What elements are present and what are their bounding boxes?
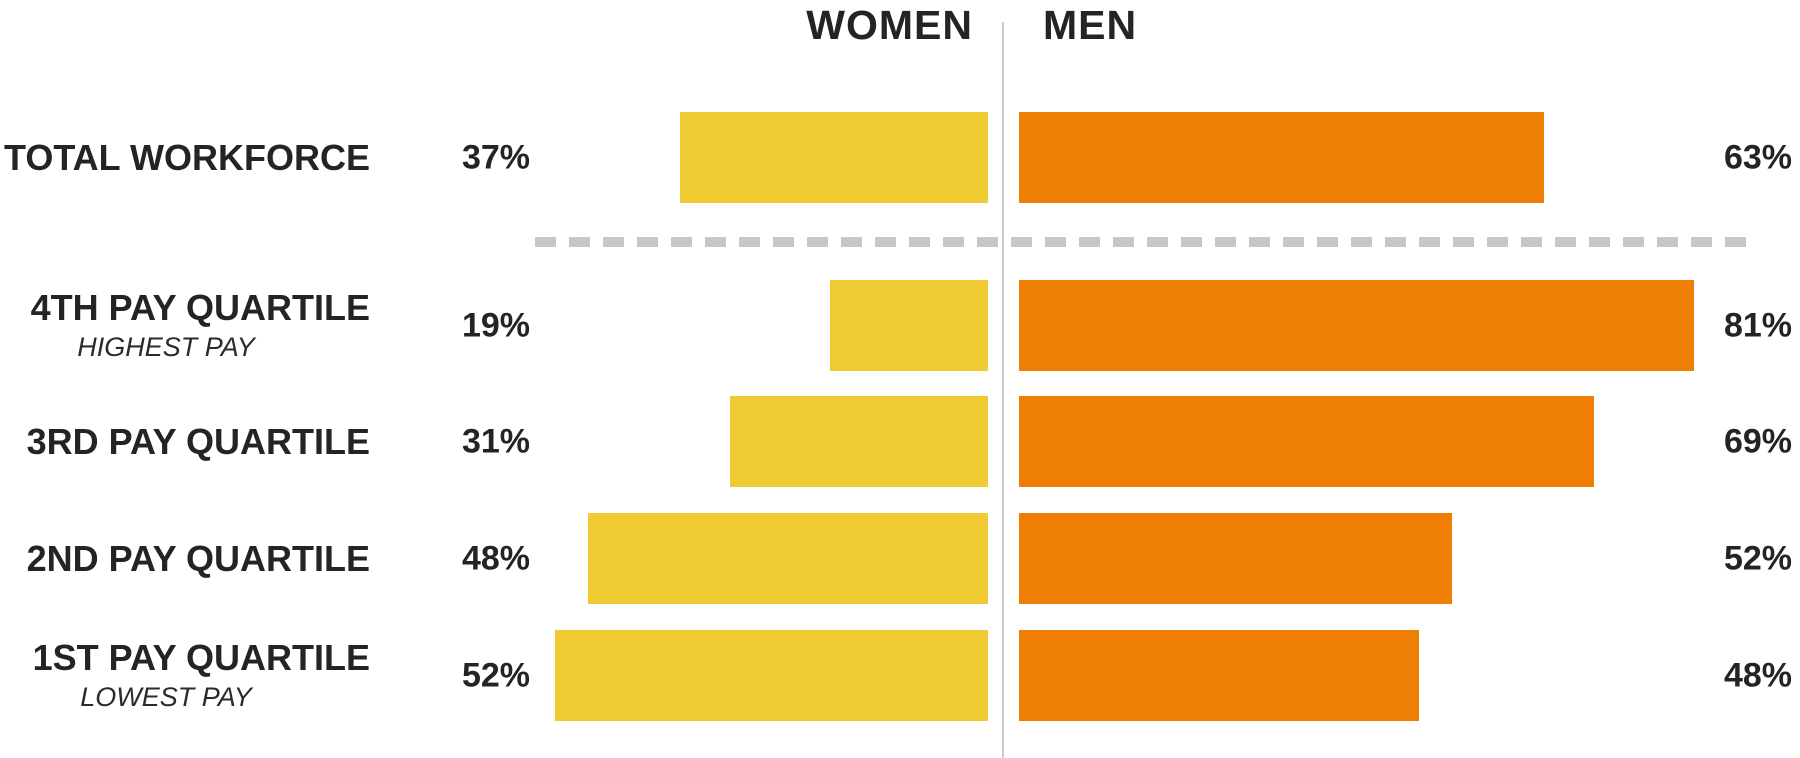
center-divider-line xyxy=(1002,22,1004,758)
category-label-block: 4TH PAY QUARTILE HIGHEST PAY xyxy=(0,287,370,365)
chart-row: 2ND PAY QUARTILE 48% 52% xyxy=(0,513,1800,604)
category-label: TOTAL WORKFORCE xyxy=(4,136,370,178)
women-bar xyxy=(680,112,988,203)
category-label: 2ND PAY QUARTILE xyxy=(26,537,370,579)
category-label-block: 1ST PAY QUARTILE LOWEST PAY xyxy=(0,637,370,715)
legend-men-header: MEN xyxy=(1043,2,1138,48)
men-bar xyxy=(1019,396,1594,487)
men-bar xyxy=(1019,280,1694,371)
women-bar xyxy=(730,396,988,487)
legend-women-header: WOMEN xyxy=(806,2,973,48)
men-bar xyxy=(1019,630,1419,721)
men-bar xyxy=(1019,112,1544,203)
women-value-label: 52% xyxy=(461,656,530,694)
men-value-label: 69% xyxy=(1723,422,1792,460)
category-label: 1ST PAY QUARTILE xyxy=(32,636,370,678)
chart-row: 3RD PAY QUARTILE 31% 69% xyxy=(0,396,1800,487)
women-value-label: 37% xyxy=(461,138,530,176)
men-value-label: 52% xyxy=(1723,539,1792,577)
women-value-label: 48% xyxy=(461,539,530,577)
chart-row: 1ST PAY QUARTILE LOWEST PAY 52% 48% xyxy=(0,630,1800,721)
chart-row: TOTAL WORKFORCE 37% 63% xyxy=(0,112,1800,203)
women-value-label: 19% xyxy=(461,306,530,344)
women-bar xyxy=(830,280,988,371)
category-label-block: TOTAL WORKFORCE xyxy=(0,137,370,179)
category-sublabel: HIGHEST PAY xyxy=(77,331,255,362)
category-label-block: 3RD PAY QUARTILE xyxy=(0,421,370,463)
women-value-label: 31% xyxy=(461,422,530,460)
men-value-label: 48% xyxy=(1723,656,1792,694)
men-bar xyxy=(1019,513,1452,604)
category-label: 3RD PAY QUARTILE xyxy=(26,420,370,462)
women-bar xyxy=(588,513,988,604)
men-value-label: 63% xyxy=(1723,138,1792,176)
category-label-block: 2ND PAY QUARTILE xyxy=(0,538,370,580)
women-bar xyxy=(555,630,988,721)
dashed-separator-line xyxy=(535,237,1751,247)
category-sublabel: LOWEST PAY xyxy=(80,681,252,712)
men-value-label: 81% xyxy=(1723,306,1792,344)
category-label: 4TH PAY QUARTILE xyxy=(30,286,370,328)
chart-row: 4TH PAY QUARTILE HIGHEST PAY 19% 81% xyxy=(0,280,1800,371)
